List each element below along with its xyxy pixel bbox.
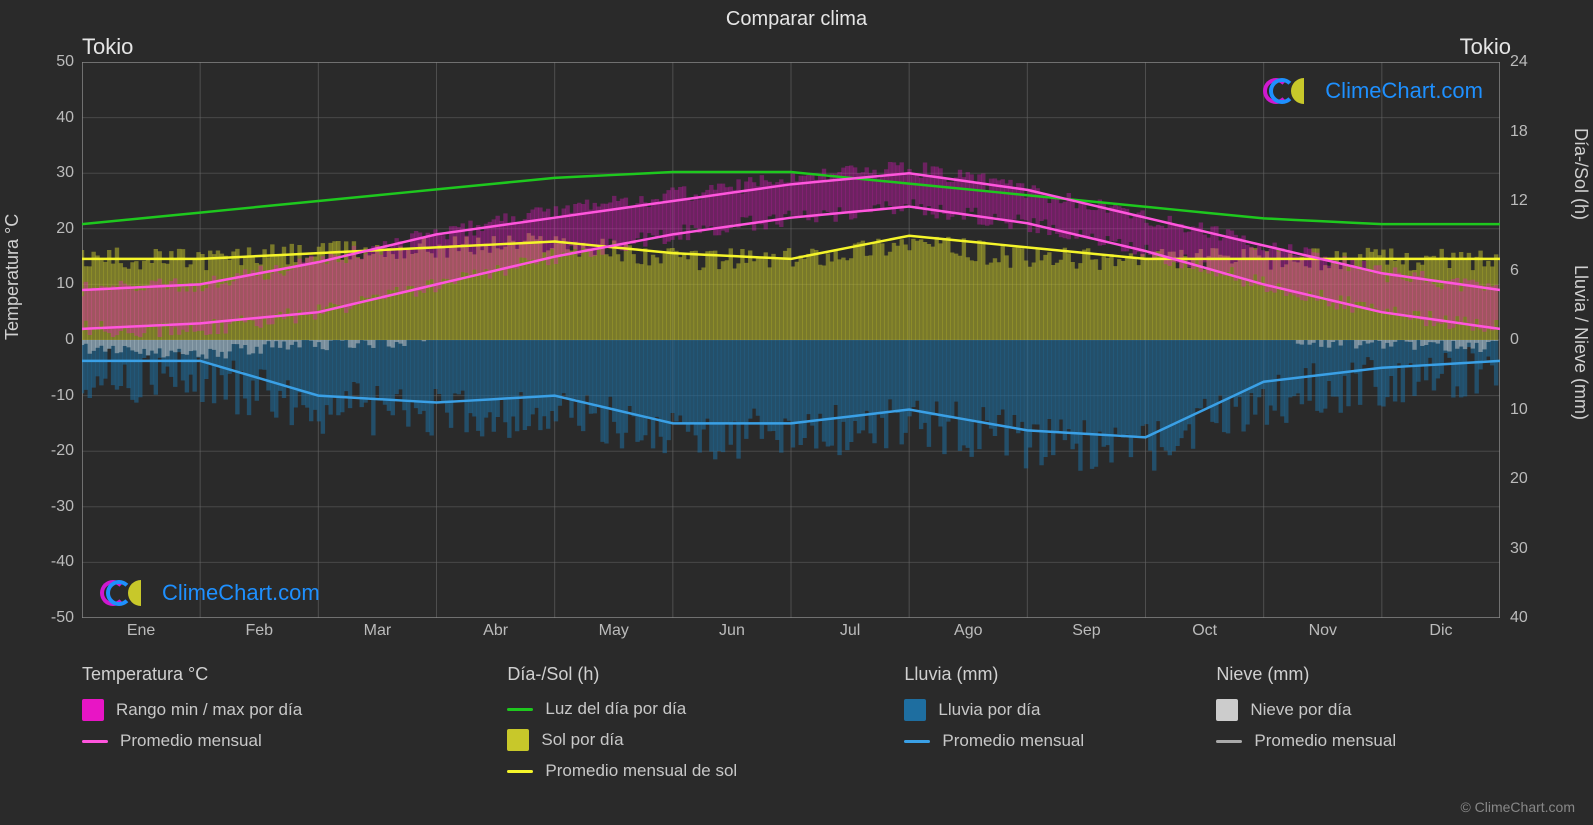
legend-label: Lluvia por día — [938, 700, 1040, 720]
legend-item: Rango min / max por día — [82, 699, 507, 721]
ytick-right-bottom: 30 — [1510, 540, 1528, 558]
legend-item: Promedio mensual — [1216, 731, 1500, 751]
ytick-left: -40 — [51, 553, 74, 571]
legend-column: Lluvia (mm) Lluvia por día Promedio mensua… — [904, 664, 1216, 781]
ytick-left: -20 — [51, 442, 74, 460]
ytick-left: 30 — [56, 164, 74, 182]
ytick-right-top: 18 — [1510, 123, 1528, 141]
ytick-left: -30 — [51, 498, 74, 516]
watermark-text: ClimeChart.com — [1325, 78, 1483, 104]
y-axis-label-right-bottom: Lluvia / Nieve (mm) — [1570, 265, 1591, 420]
legend-label: Sol por día — [541, 730, 623, 750]
xtick-label: Oct — [1146, 622, 1264, 646]
city-label-left: Tokio — [82, 34, 133, 60]
xtick-label: Sep — [1027, 622, 1145, 646]
ytick-right-top: 6 — [1510, 262, 1519, 280]
legend-title: Día-/Sol (h) — [507, 664, 904, 685]
legend-line-icon — [507, 708, 533, 711]
legend-label: Promedio mensual de sol — [545, 761, 737, 781]
ytick-right-top: 12 — [1510, 192, 1528, 210]
ytick-right-bottom: 40 — [1510, 609, 1528, 627]
logo-sun-icon — [1291, 78, 1317, 104]
ytick-right-bottom: 10 — [1510, 401, 1528, 419]
ytick-left: -50 — [51, 609, 74, 627]
xtick-label: Nov — [1264, 622, 1382, 646]
legend-item: Promedio mensual — [904, 731, 1216, 751]
legend-column: Temperatura °C Rango min / max por día Pro… — [82, 664, 507, 781]
legend-item: Promedio mensual de sol — [507, 761, 904, 781]
legend-item: Luz del día por día — [507, 699, 904, 719]
ytick-left: -10 — [51, 387, 74, 405]
legend-line-icon — [1216, 740, 1242, 743]
legend-column: Día-/Sol (h) Luz del día por día Sol por d… — [507, 664, 904, 781]
watermark-bottom: ClimeChart.com — [100, 578, 320, 608]
legend-label: Promedio mensual — [1254, 731, 1396, 751]
legend-swatch-icon — [1216, 699, 1238, 721]
x-axis-labels: EneFebMarAbrMayJunJulAgoSepOctNovDic — [82, 622, 1500, 646]
copyright-text: © ClimeChart.com — [1460, 799, 1575, 815]
legend-title: Nieve (mm) — [1216, 664, 1500, 685]
ytick-left: 40 — [56, 109, 74, 127]
legend-line-icon — [82, 740, 108, 743]
xtick-label: Jul — [791, 622, 909, 646]
watermark-top: ClimeChart.com — [1263, 76, 1483, 106]
ytick-left: 10 — [56, 275, 74, 293]
ytick-right-bottom: 20 — [1510, 470, 1528, 488]
xtick-label: Dic — [1382, 622, 1500, 646]
legend-item: Nieve por día — [1216, 699, 1500, 721]
legend-line-icon — [904, 740, 930, 743]
legend-column: Nieve (mm) Nieve por día Promedio mensual — [1216, 664, 1500, 781]
ytick-right-top: 24 — [1510, 53, 1528, 71]
logo-c-icon — [100, 578, 130, 608]
ytick-left: 20 — [56, 220, 74, 238]
xtick-label: Abr — [437, 622, 555, 646]
legend-title: Lluvia (mm) — [904, 664, 1216, 685]
xtick-label: Jun — [673, 622, 791, 646]
y-axis-label-right-top: Día-/Sol (h) — [1570, 128, 1591, 220]
y-axis-label-left: Temperatura °C — [2, 214, 23, 340]
xtick-label: Ago — [909, 622, 1027, 646]
legend-label: Luz del día por día — [545, 699, 686, 719]
legend-label: Rango min / max por día — [116, 700, 302, 720]
legend-item: Promedio mensual — [82, 731, 507, 751]
chart-title: Comparar clima — [0, 0, 1593, 31]
city-label-right: Tokio — [1460, 34, 1511, 60]
legend-item: Lluvia por día — [904, 699, 1216, 721]
legend-swatch-icon — [507, 729, 529, 751]
xtick-label: Ene — [82, 622, 200, 646]
legend-swatch-icon — [904, 699, 926, 721]
ytick-left: 50 — [56, 53, 74, 71]
legend-title: Temperatura °C — [82, 664, 507, 685]
legend-swatch-icon — [82, 699, 104, 721]
legend-item: Sol por día — [507, 729, 904, 751]
ytick-right-top: 0 — [1510, 331, 1519, 349]
xtick-label: Mar — [318, 622, 436, 646]
legend-line-icon — [507, 770, 533, 773]
xtick-label: Feb — [200, 622, 318, 646]
watermark-text: ClimeChart.com — [162, 580, 320, 606]
chart-plot-area — [82, 62, 1500, 618]
legend-label: Promedio mensual — [942, 731, 1084, 751]
logo-c-icon — [1263, 76, 1293, 106]
chart-svg — [82, 62, 1500, 618]
legend-label: Nieve por día — [1250, 700, 1351, 720]
logo-sun-icon — [128, 580, 154, 606]
ytick-left: 0 — [65, 331, 74, 349]
legend-label: Promedio mensual — [120, 731, 262, 751]
legend: Temperatura °C Rango min / max por día Pro… — [82, 664, 1500, 781]
xtick-label: May — [555, 622, 673, 646]
